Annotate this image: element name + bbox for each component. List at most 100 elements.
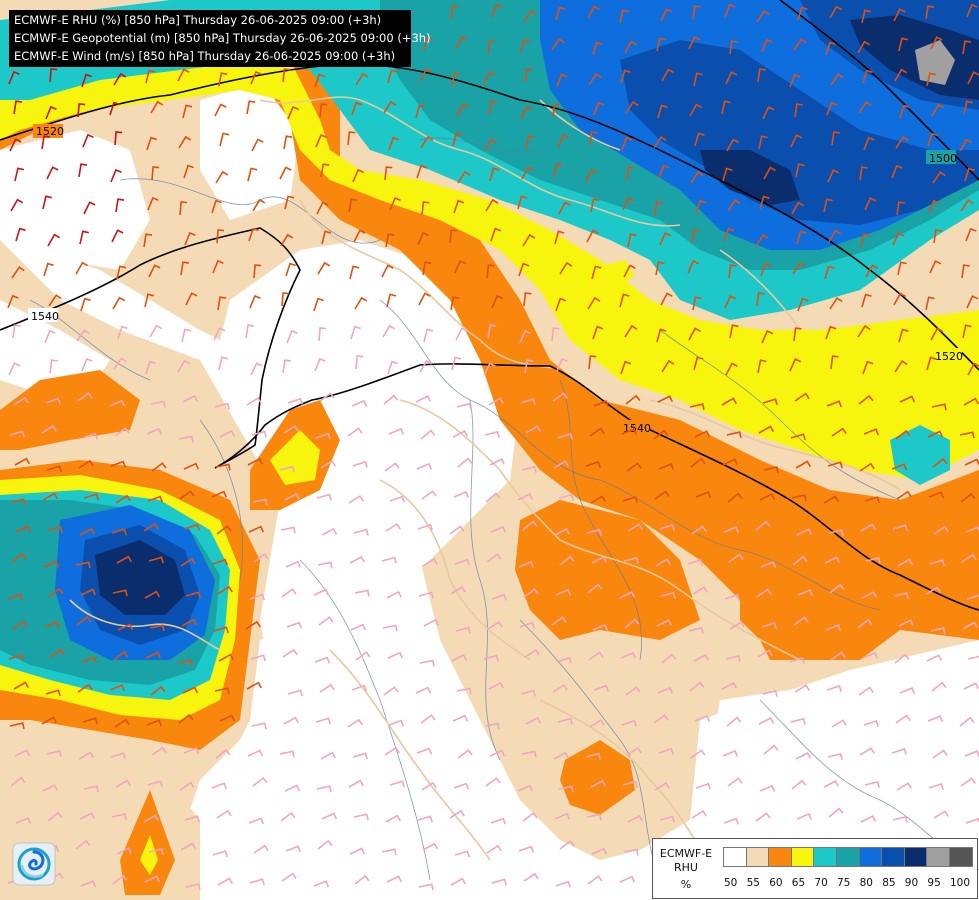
wind-barb: [828, 229, 841, 243]
wind-barb: [47, 233, 61, 247]
wind-barb: [287, 105, 299, 120]
wind-barb: [279, 166, 292, 180]
wind-barb: [895, 429, 911, 440]
wind-barb: [386, 590, 403, 599]
wind-barb: [283, 716, 299, 725]
wind-barb: [387, 651, 404, 659]
wind-barb: [894, 359, 908, 373]
wind-barb: [658, 164, 670, 179]
wind-barb: [688, 626, 704, 634]
wind-barb: [522, 520, 538, 531]
wind-barb: [143, 233, 153, 248]
wind-barb: [658, 747, 674, 755]
wind-barb: [453, 782, 470, 790]
wind-barb: [589, 427, 605, 437]
wind-barb: [12, 324, 21, 339]
wind-barb: [521, 750, 537, 758]
wind-barb: [965, 817, 979, 824]
wind-barb: [899, 104, 910, 119]
wind-barb: [722, 749, 739, 757]
wind-barb: [184, 523, 201, 531]
wind-barb: [654, 490, 670, 500]
wind-barb: [115, 779, 131, 788]
wind-barb: [655, 261, 665, 276]
wind-barb: [863, 136, 875, 151]
wind-barb: [82, 717, 98, 725]
wind-barb: [75, 561, 91, 569]
wind-barb: [9, 722, 25, 730]
wind-barb: [417, 523, 433, 531]
wind-barb: [926, 72, 936, 87]
wind-barb: [113, 357, 127, 370]
wind-barb: [211, 490, 228, 498]
wind-barb: [185, 883, 201, 891]
wind-barb: [284, 784, 301, 792]
wind-barb: [959, 138, 973, 152]
wind-barb: [216, 809, 232, 819]
wind-barb: [317, 561, 333, 569]
wind-barb: [46, 750, 62, 758]
wind-barb: [558, 201, 571, 215]
wind-barb: [217, 296, 227, 311]
wind-barb: [388, 427, 405, 435]
wind-barb: [317, 261, 331, 275]
wind-barb: [349, 265, 360, 280]
wind-barb: [48, 587, 64, 598]
wind-barb: [451, 356, 462, 371]
wind-barb: [416, 164, 428, 179]
wind-barb: [383, 686, 399, 696]
wind-barb: [483, 654, 499, 662]
wind-barb: [280, 526, 296, 534]
wind-barb: [143, 814, 159, 823]
wind-barb: [755, 520, 771, 531]
wind-barb: [41, 135, 51, 150]
wind-barb: [247, 167, 258, 182]
wind-barb: [520, 689, 536, 697]
wind-barb: [450, 877, 466, 886]
wind-barb: [760, 262, 772, 277]
wind-barb: [761, 330, 774, 344]
wind-barb: [695, 199, 707, 214]
wind-barb: [355, 355, 364, 370]
wind-barb: [933, 525, 949, 535]
wind-barb: [859, 747, 875, 756]
wind-barb: [865, 557, 881, 565]
wind-barb: [420, 429, 436, 440]
wind-barb: [932, 457, 948, 468]
wind-barb: [825, 325, 837, 340]
wind-barb: [490, 227, 502, 242]
wind-barb: [689, 103, 702, 117]
humidity-90-core-e: [700, 150, 800, 205]
wind-barb: [761, 38, 773, 53]
wind-barb: [925, 5, 935, 20]
wind-barb: [180, 557, 196, 567]
wind-barb: [619, 293, 630, 308]
wind-barb: [355, 72, 369, 86]
wind-barb: [727, 777, 743, 787]
wind-barb: [591, 556, 608, 564]
wind-barb: [15, 525, 32, 533]
wind-barb: [826, 684, 842, 692]
legend-swatch-100: [949, 847, 973, 867]
wind-barb: [10, 198, 24, 212]
wind-barb: [215, 170, 229, 184]
wind-barb: [385, 522, 401, 532]
wind-barb: [450, 5, 459, 20]
wind-barb: [415, 104, 426, 119]
wind-barb: [214, 402, 230, 410]
wind-barb: [621, 719, 637, 727]
wind-barb: [756, 10, 770, 23]
wind-barb: [590, 779, 607, 788]
wind-barb: [285, 845, 302, 853]
wind-barb: [7, 593, 24, 601]
wind-barb: [796, 528, 813, 536]
wind-barb: [147, 780, 163, 788]
humidity-70-topleft: [0, 60, 30, 100]
wind-barb: [249, 593, 266, 601]
wind-barb: [347, 718, 363, 728]
wind-barb: [381, 264, 394, 278]
wind-barb: [692, 586, 708, 595]
wind-barb: [314, 357, 326, 372]
wind-barb: [587, 5, 600, 19]
humidity-dry-nw2: [200, 80, 300, 220]
